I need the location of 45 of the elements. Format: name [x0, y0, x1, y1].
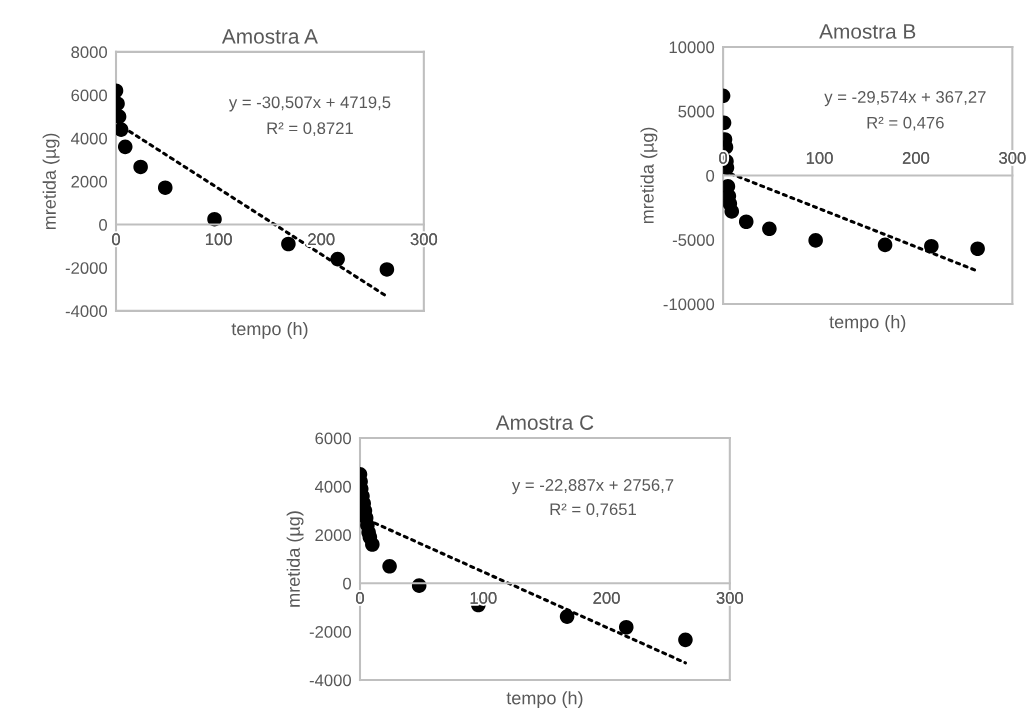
- annotation: R² = 0,8721: [267, 122, 353, 137]
- chart-title: Amostra C: [495, 415, 594, 430]
- x-axis-title: tempo (h): [231, 322, 308, 339]
- y-tick-label: 0: [99, 218, 108, 231]
- y-tick-label: 0: [706, 169, 715, 182]
- x-tick-label: 0: [719, 152, 728, 164]
- x-axis-title: tempo (h): [829, 315, 906, 332]
- y-axis-title: mretida (µg): [286, 511, 304, 607]
- chart-title: Amostra A: [221, 29, 318, 44]
- x-tick-label: 200: [902, 152, 930, 164]
- y-tick-label: 2000: [315, 529, 352, 542]
- y-tick-label: -4000: [65, 305, 108, 318]
- y-tick-label: -2000: [309, 626, 352, 638]
- y-tick-label: 8000: [71, 46, 108, 59]
- y-tick-label: 4000: [314, 480, 352, 493]
- x-tick-label: 100: [205, 233, 232, 246]
- x-tick-label: 300: [999, 152, 1026, 164]
- y-tick-label: -2000: [65, 262, 108, 274]
- y-tick-label: 0: [343, 577, 352, 590]
- chart-title: Amostra B: [819, 24, 916, 39]
- x-tick-label: 200: [308, 233, 335, 246]
- x-tick-label: 300: [716, 592, 744, 604]
- x-tick-label: 100: [806, 152, 833, 164]
- annotation: R² = 0,476: [867, 116, 944, 131]
- x-tick-label: 200: [593, 592, 620, 604]
- y-axis-title: mretida (µg): [42, 133, 60, 230]
- y-tick-label: 6000: [71, 89, 108, 102]
- y-tick-label: 6000: [315, 432, 352, 445]
- x-tick-label: 100: [470, 592, 497, 604]
- y-axis-title: mretida (µg): [640, 127, 658, 224]
- annotation: y = -29,574x + 367,27: [824, 91, 986, 107]
- x-axis-title: tempo (h): [506, 691, 583, 708]
- y-tick-label: -5000: [672, 234, 715, 246]
- y-tick-label: -10000: [663, 298, 715, 311]
- x-tick-label: 300: [410, 233, 438, 246]
- y-tick-label: 10000: [669, 41, 715, 54]
- x-tick-label: 0: [356, 592, 364, 604]
- x-tick-label: 0: [112, 233, 120, 246]
- annotation: y = -30,507x + 4719,5: [228, 96, 391, 112]
- y-tick-label: -4000: [309, 674, 352, 687]
- annotation: R² = 0,7651: [550, 503, 636, 518]
- y-tick-label: 5000: [678, 105, 715, 118]
- y-tick-label: 4000: [70, 132, 108, 145]
- annotation: y = -22,887x + 2756,7: [511, 479, 674, 495]
- y-tick-label: 2000: [71, 175, 108, 188]
